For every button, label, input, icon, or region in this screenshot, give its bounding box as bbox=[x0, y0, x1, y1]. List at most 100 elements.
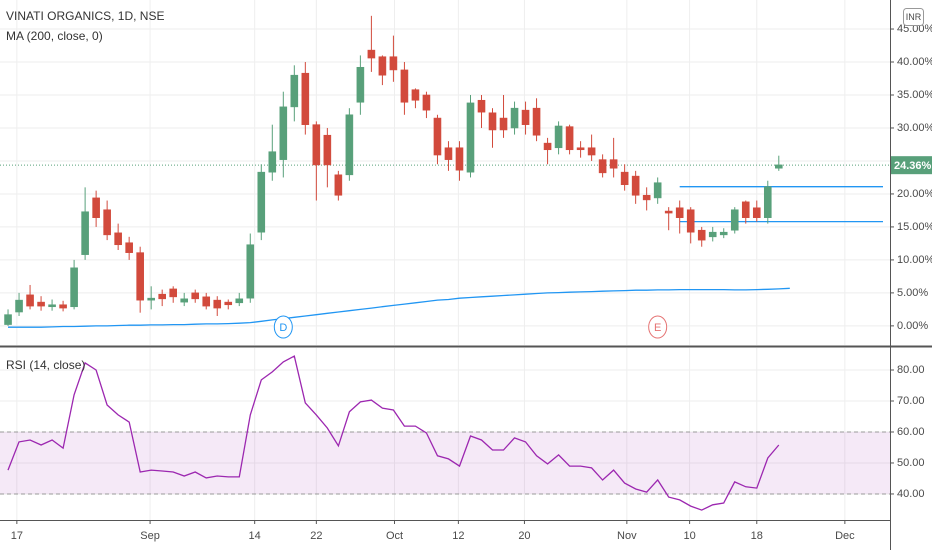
candle-body bbox=[37, 301, 45, 307]
candle-body bbox=[752, 207, 761, 218]
legend-entry: RSI (14, close) bbox=[6, 358, 85, 372]
candle-body bbox=[70, 267, 78, 308]
candle-body bbox=[224, 301, 233, 306]
candle-body bbox=[532, 107, 541, 136]
candle-body bbox=[697, 229, 706, 241]
candle-body bbox=[4, 314, 12, 325]
y-tick-label: 60.00 bbox=[897, 426, 925, 438]
x-tick-label: 20 bbox=[518, 530, 530, 542]
candle-body bbox=[378, 56, 387, 76]
candle-body bbox=[510, 107, 519, 129]
candle-body bbox=[565, 126, 574, 151]
candle-body bbox=[488, 112, 497, 131]
candle-body bbox=[367, 49, 376, 59]
candle-body bbox=[103, 209, 111, 236]
x-tick-label: Dec bbox=[835, 530, 855, 542]
candle-body bbox=[466, 102, 475, 173]
y-tick-label: 40.00 bbox=[897, 488, 925, 500]
candle-body bbox=[631, 175, 640, 196]
x-tick-label: Sep bbox=[140, 530, 160, 542]
candle-body bbox=[235, 298, 244, 304]
event-label: D bbox=[279, 322, 287, 334]
candle-body bbox=[422, 94, 431, 111]
candle-body bbox=[323, 134, 332, 166]
candle-body bbox=[125, 242, 133, 253]
candle-body bbox=[59, 304, 67, 309]
candle-body bbox=[345, 114, 354, 176]
candle-body bbox=[664, 210, 673, 214]
x-tick-label: Oct bbox=[386, 530, 403, 542]
candle-body bbox=[257, 171, 266, 233]
y-tick-label: 30.00% bbox=[897, 122, 932, 134]
last-price-box bbox=[891, 156, 932, 175]
candle-body bbox=[81, 211, 89, 255]
candle-body bbox=[312, 124, 321, 166]
x-tick-label: 14 bbox=[249, 530, 261, 542]
candle-body bbox=[576, 147, 585, 151]
candle-body bbox=[400, 69, 409, 103]
candle-body bbox=[543, 142, 552, 151]
candle-body bbox=[455, 147, 464, 171]
y-tick-label: 0.00% bbox=[897, 320, 928, 332]
rsi-band bbox=[0, 431, 890, 494]
candle-body bbox=[180, 298, 189, 303]
candle-body bbox=[675, 207, 684, 218]
candle-body bbox=[521, 109, 530, 125]
last-price-label: 24.36% bbox=[894, 160, 932, 172]
currency-label[interactable]: INR bbox=[906, 12, 922, 22]
candle-body bbox=[389, 56, 398, 71]
candle-body bbox=[741, 201, 750, 218]
candle-body bbox=[15, 299, 23, 313]
candle-body bbox=[719, 231, 728, 236]
event-label: E bbox=[654, 322, 661, 334]
candle-body bbox=[774, 164, 783, 169]
candle-body bbox=[158, 293, 166, 300]
candle-body bbox=[202, 296, 211, 307]
candle-body bbox=[708, 231, 717, 238]
y-tick-label: 20.00% bbox=[897, 188, 932, 200]
candle-body bbox=[169, 288, 177, 298]
y-tick-label: 15.00% bbox=[897, 221, 932, 233]
candle-body bbox=[191, 292, 200, 300]
y-tick-label: 40.00% bbox=[897, 56, 932, 68]
candle-body bbox=[301, 72, 310, 125]
series-line bbox=[8, 287, 790, 328]
candle-body bbox=[246, 244, 255, 299]
candle-body bbox=[653, 182, 662, 199]
candle-body bbox=[334, 174, 343, 196]
candle-body bbox=[279, 106, 288, 160]
x-tick-label: 12 bbox=[452, 530, 464, 542]
candle-body bbox=[686, 209, 695, 233]
candle-body bbox=[114, 232, 122, 246]
candle-body bbox=[730, 209, 739, 231]
y-tick-label: 35.00% bbox=[897, 89, 932, 101]
event-marker bbox=[648, 315, 668, 339]
candle-body bbox=[356, 66, 365, 103]
event-marker bbox=[273, 315, 293, 339]
candle-body bbox=[136, 252, 144, 301]
candle-body bbox=[92, 197, 100, 218]
candle-body bbox=[642, 194, 651, 201]
candle-body bbox=[598, 159, 607, 174]
chart-title: VINATI ORGANICS, 1D, NSE bbox=[6, 9, 164, 23]
y-tick-label: 10.00% bbox=[897, 254, 932, 266]
candle-body bbox=[48, 304, 56, 308]
candle-body bbox=[554, 125, 563, 149]
y-tick-label: 80.00 bbox=[897, 364, 925, 376]
y-tick-label: 50.00 bbox=[897, 457, 925, 469]
candle-body bbox=[587, 147, 596, 156]
candle-body bbox=[26, 294, 34, 307]
y-tick-label: 5.00% bbox=[897, 287, 928, 299]
x-tick-label: Nov bbox=[617, 530, 637, 542]
candle-body bbox=[290, 74, 299, 108]
candle-body bbox=[499, 117, 508, 131]
candle-body bbox=[147, 297, 155, 301]
candle-body bbox=[213, 299, 222, 309]
y-tick-label: 70.00 bbox=[897, 395, 925, 407]
x-tick-label: 18 bbox=[751, 530, 763, 542]
candle-body bbox=[477, 99, 486, 113]
currency-badge[interactable] bbox=[903, 8, 924, 26]
